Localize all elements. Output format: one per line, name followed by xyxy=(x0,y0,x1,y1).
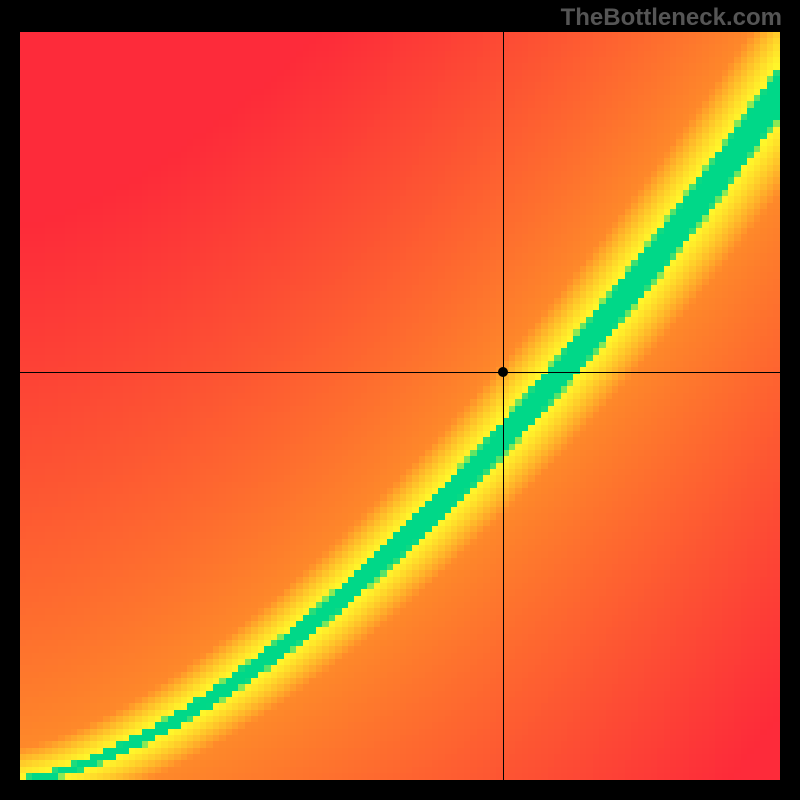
heatmap-plot-area xyxy=(20,32,780,780)
chart-container: TheBottleneck.com xyxy=(0,0,800,800)
heatmap-canvas xyxy=(20,32,780,780)
crosshair-horizontal-line xyxy=(20,372,780,373)
crosshair-marker-dot xyxy=(498,367,508,377)
crosshair-vertical-line xyxy=(503,32,504,780)
watermark-text: TheBottleneck.com xyxy=(561,4,782,32)
